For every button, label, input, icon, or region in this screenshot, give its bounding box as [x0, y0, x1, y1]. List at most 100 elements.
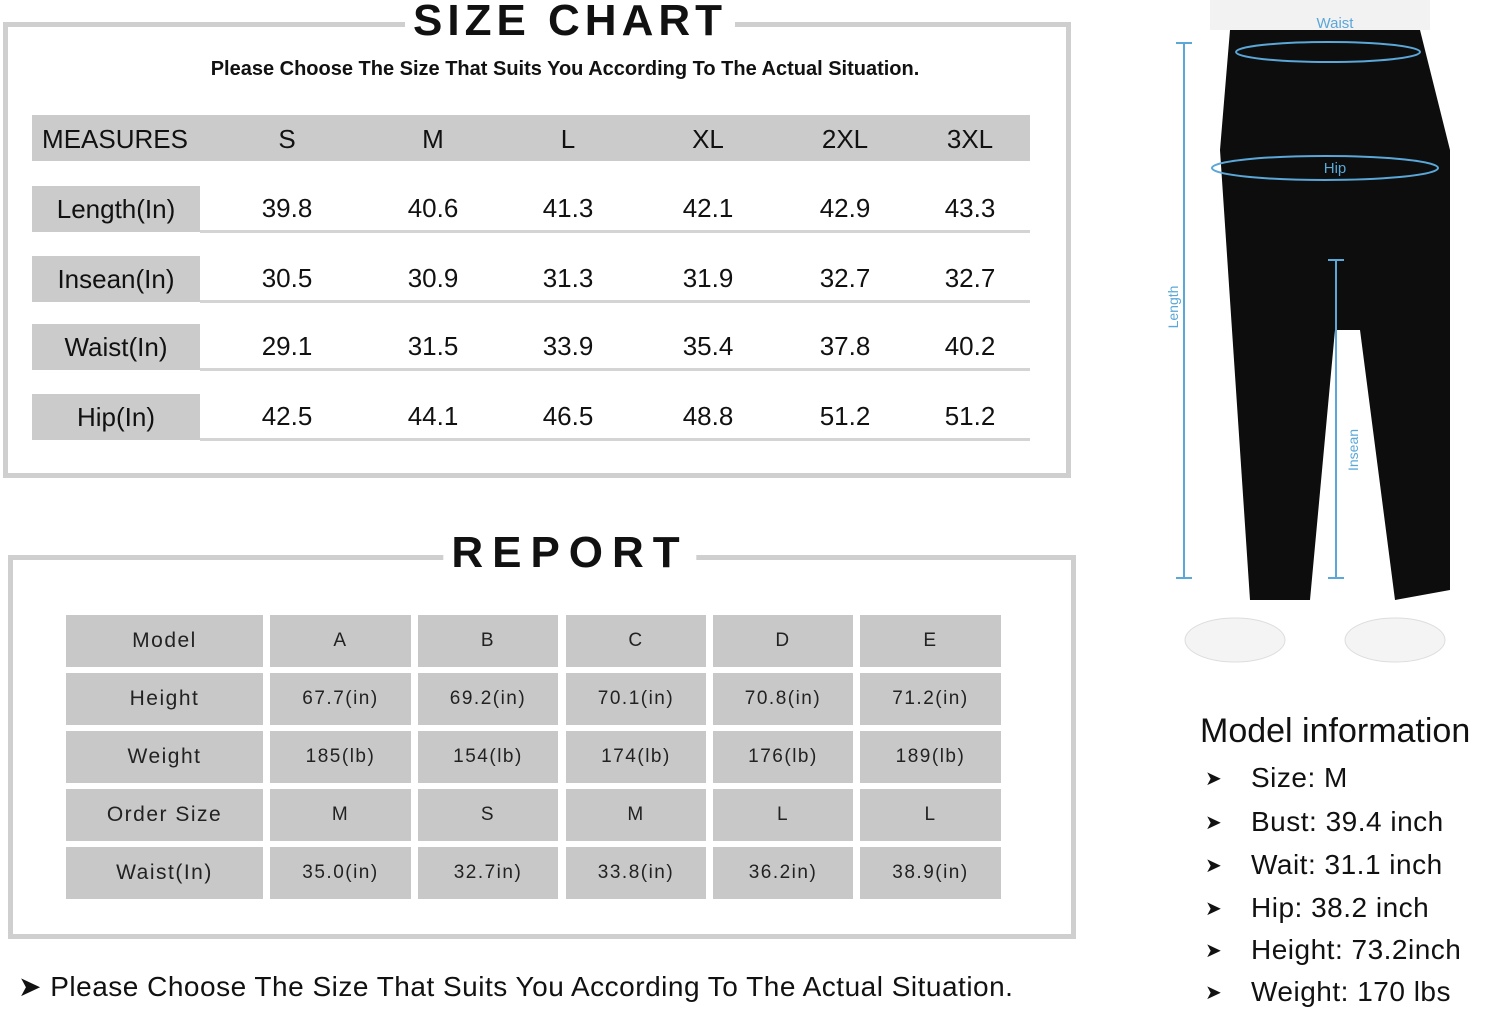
size-value: 37.8	[819, 331, 871, 361]
size-value: 30.9	[407, 263, 459, 293]
report-cell: 176(lb)	[713, 731, 853, 783]
waist-label: Waist	[1317, 15, 1355, 32]
arrow-icon: ➤	[1205, 981, 1223, 1004]
header-row	[32, 115, 1030, 161]
pants-diagram: Waist Hip Length Insean	[1165, 0, 1450, 663]
row-divider	[200, 368, 1030, 371]
report-row-label: Height	[66, 673, 263, 725]
report-cell: B	[418, 615, 558, 667]
size-value: 30.5	[261, 263, 313, 293]
footer-note: ➤ Please Choose The Size That Suits You …	[18, 970, 1013, 1003]
size-chart-subtitle: Please Choose The Size That Suits You Ac…	[210, 58, 920, 80]
waist-line	[1235, 41, 1421, 63]
report-cell: S	[418, 789, 558, 841]
report-row-label: Weight	[66, 731, 263, 783]
report-cell: 32.7in)	[418, 847, 558, 899]
row-label: Length(In)	[32, 186, 200, 232]
arrow-icon: ➤	[18, 971, 51, 1002]
row-divider	[200, 438, 1030, 441]
size-value: 46.5	[542, 401, 594, 431]
size-value: 51.2	[819, 401, 871, 431]
size-value: 32.7	[819, 263, 871, 293]
arrow-icon: ➤	[1205, 897, 1223, 920]
report-cell: 70.1(in)	[566, 673, 706, 725]
header-xl: XL	[692, 124, 724, 154]
size-value: 51.2	[944, 401, 996, 431]
arrow-icon: ➤	[1205, 767, 1223, 790]
footer-note-text: Please Choose The Size That Suits You Ac…	[50, 971, 1014, 1002]
row-label: Waist(In)	[32, 324, 200, 370]
row-label: Insean(In)	[32, 256, 200, 302]
left-shoe	[1184, 617, 1286, 663]
size-value: 31.3	[542, 263, 594, 293]
report-cell: 69.2(in)	[418, 673, 558, 725]
size-value: 41.3	[542, 193, 594, 223]
size-value: 43.3	[944, 193, 996, 223]
header-3xl: 3XL	[946, 124, 994, 154]
model-info-item: ➤ Height: 73.2inch	[1205, 934, 1461, 966]
right-shoe	[1344, 617, 1446, 663]
shirt	[1210, 0, 1430, 30]
model-info-text: Weight: 170 lbs	[1251, 976, 1451, 1007]
size-value: 48.8	[682, 401, 734, 431]
size-value: 44.1	[407, 401, 459, 431]
report-row-label: Order Size	[66, 789, 263, 841]
report-row-label: Model	[66, 615, 263, 667]
model-info-text: Size: M	[1251, 762, 1348, 793]
model-info-item: ➤ Bust: 39.4 inch	[1205, 806, 1444, 838]
model-info-text: Hip: 38.2 inch	[1251, 892, 1430, 923]
model-info-text: Height: 73.2inch	[1251, 934, 1462, 965]
size-chart-title: SIZE CHART	[405, 0, 735, 46]
size-value: 32.7	[944, 263, 996, 293]
model-info-item: ➤ Size: M	[1205, 762, 1348, 794]
report-cell: 38.9(in)	[860, 847, 1001, 899]
size-value: 31.5	[407, 331, 459, 361]
model-info-text: Bust: 39.4 inch	[1251, 806, 1444, 837]
size-value: 39.8	[261, 193, 313, 223]
model-info-item: ➤ Hip: 38.2 inch	[1205, 892, 1429, 924]
size-value: 40.2	[944, 331, 996, 361]
size-value: 35.4	[682, 331, 734, 361]
size-value: 42.1	[682, 193, 734, 223]
arrow-icon: ➤	[1205, 811, 1223, 834]
hip-label: Hip	[1324, 160, 1347, 177]
size-value: 42.9	[819, 193, 871, 223]
size-value: 42.5	[261, 401, 313, 431]
row-divider	[200, 230, 1030, 233]
report-cell: M	[566, 789, 706, 841]
report-cell: 154(lb)	[418, 731, 558, 783]
arrow-icon: ➤	[1205, 854, 1223, 877]
size-value: 33.9	[542, 331, 594, 361]
header-m: M	[422, 124, 444, 154]
length-label: Length	[1165, 286, 1181, 329]
report-cell: L	[713, 789, 853, 841]
header-measures: MEASURES	[42, 124, 188, 154]
report-cell: 33.8(in)	[566, 847, 706, 899]
header-s: S	[278, 124, 296, 154]
report-cell: M	[270, 789, 411, 841]
report-cell: A	[270, 615, 411, 667]
model-info-text: Wait: 31.1 inch	[1251, 849, 1443, 880]
size-value: 29.1	[261, 331, 313, 361]
row-label: Hip(In)	[32, 394, 200, 440]
report-cell: L	[860, 789, 1001, 841]
report-title: REPORT	[443, 528, 697, 578]
report-cell: C	[566, 615, 706, 667]
arrow-icon: ➤	[1205, 939, 1223, 962]
header-l: L	[560, 124, 576, 154]
report-row-label: Waist(In)	[66, 847, 263, 899]
header-2xl: 2XL	[821, 124, 869, 154]
report-cell: 36.2in)	[713, 847, 853, 899]
hip-line	[1211, 155, 1439, 181]
insean-label: Insean	[1345, 429, 1361, 471]
report-cell: E	[860, 615, 1001, 667]
report-cell: D	[713, 615, 853, 667]
row-divider	[200, 300, 1030, 303]
report-cell: 71.2(in)	[860, 673, 1001, 725]
report-cell: 70.8(in)	[713, 673, 853, 725]
report-cell: 35.0(in)	[270, 847, 411, 899]
report-cell: 174(lb)	[566, 731, 706, 783]
report-cell: 189(lb)	[860, 731, 1001, 783]
model-info-item: ➤ Weight: 170 lbs	[1205, 976, 1451, 1008]
report-cell: 185(lb)	[270, 731, 411, 783]
